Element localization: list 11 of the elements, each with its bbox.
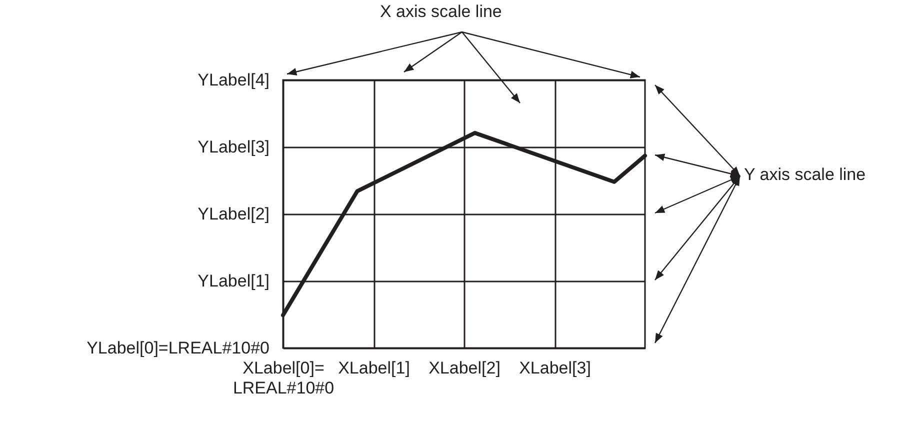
x-tick-label: XLabel[2] [428,358,500,378]
text: Y axis scale line [744,165,866,185]
x-tick-label: XLabel[0]=LREAL#10#0 [232,358,334,398]
y-tick-label: YLabel[2] [198,204,270,224]
y-tick-label: YLabel[0]=LREAL#10#0 [86,338,270,358]
x-tick-label: XLabel[1] [338,358,410,378]
x-tick-label: XLabel[3] [519,358,591,378]
text: X axis scale line [380,2,502,22]
y-tick-label: YLabel[1] [198,272,270,290]
y-tick-label: YLabel[4] [198,70,270,90]
y-tick-label: YLabel[3] [198,138,270,156]
